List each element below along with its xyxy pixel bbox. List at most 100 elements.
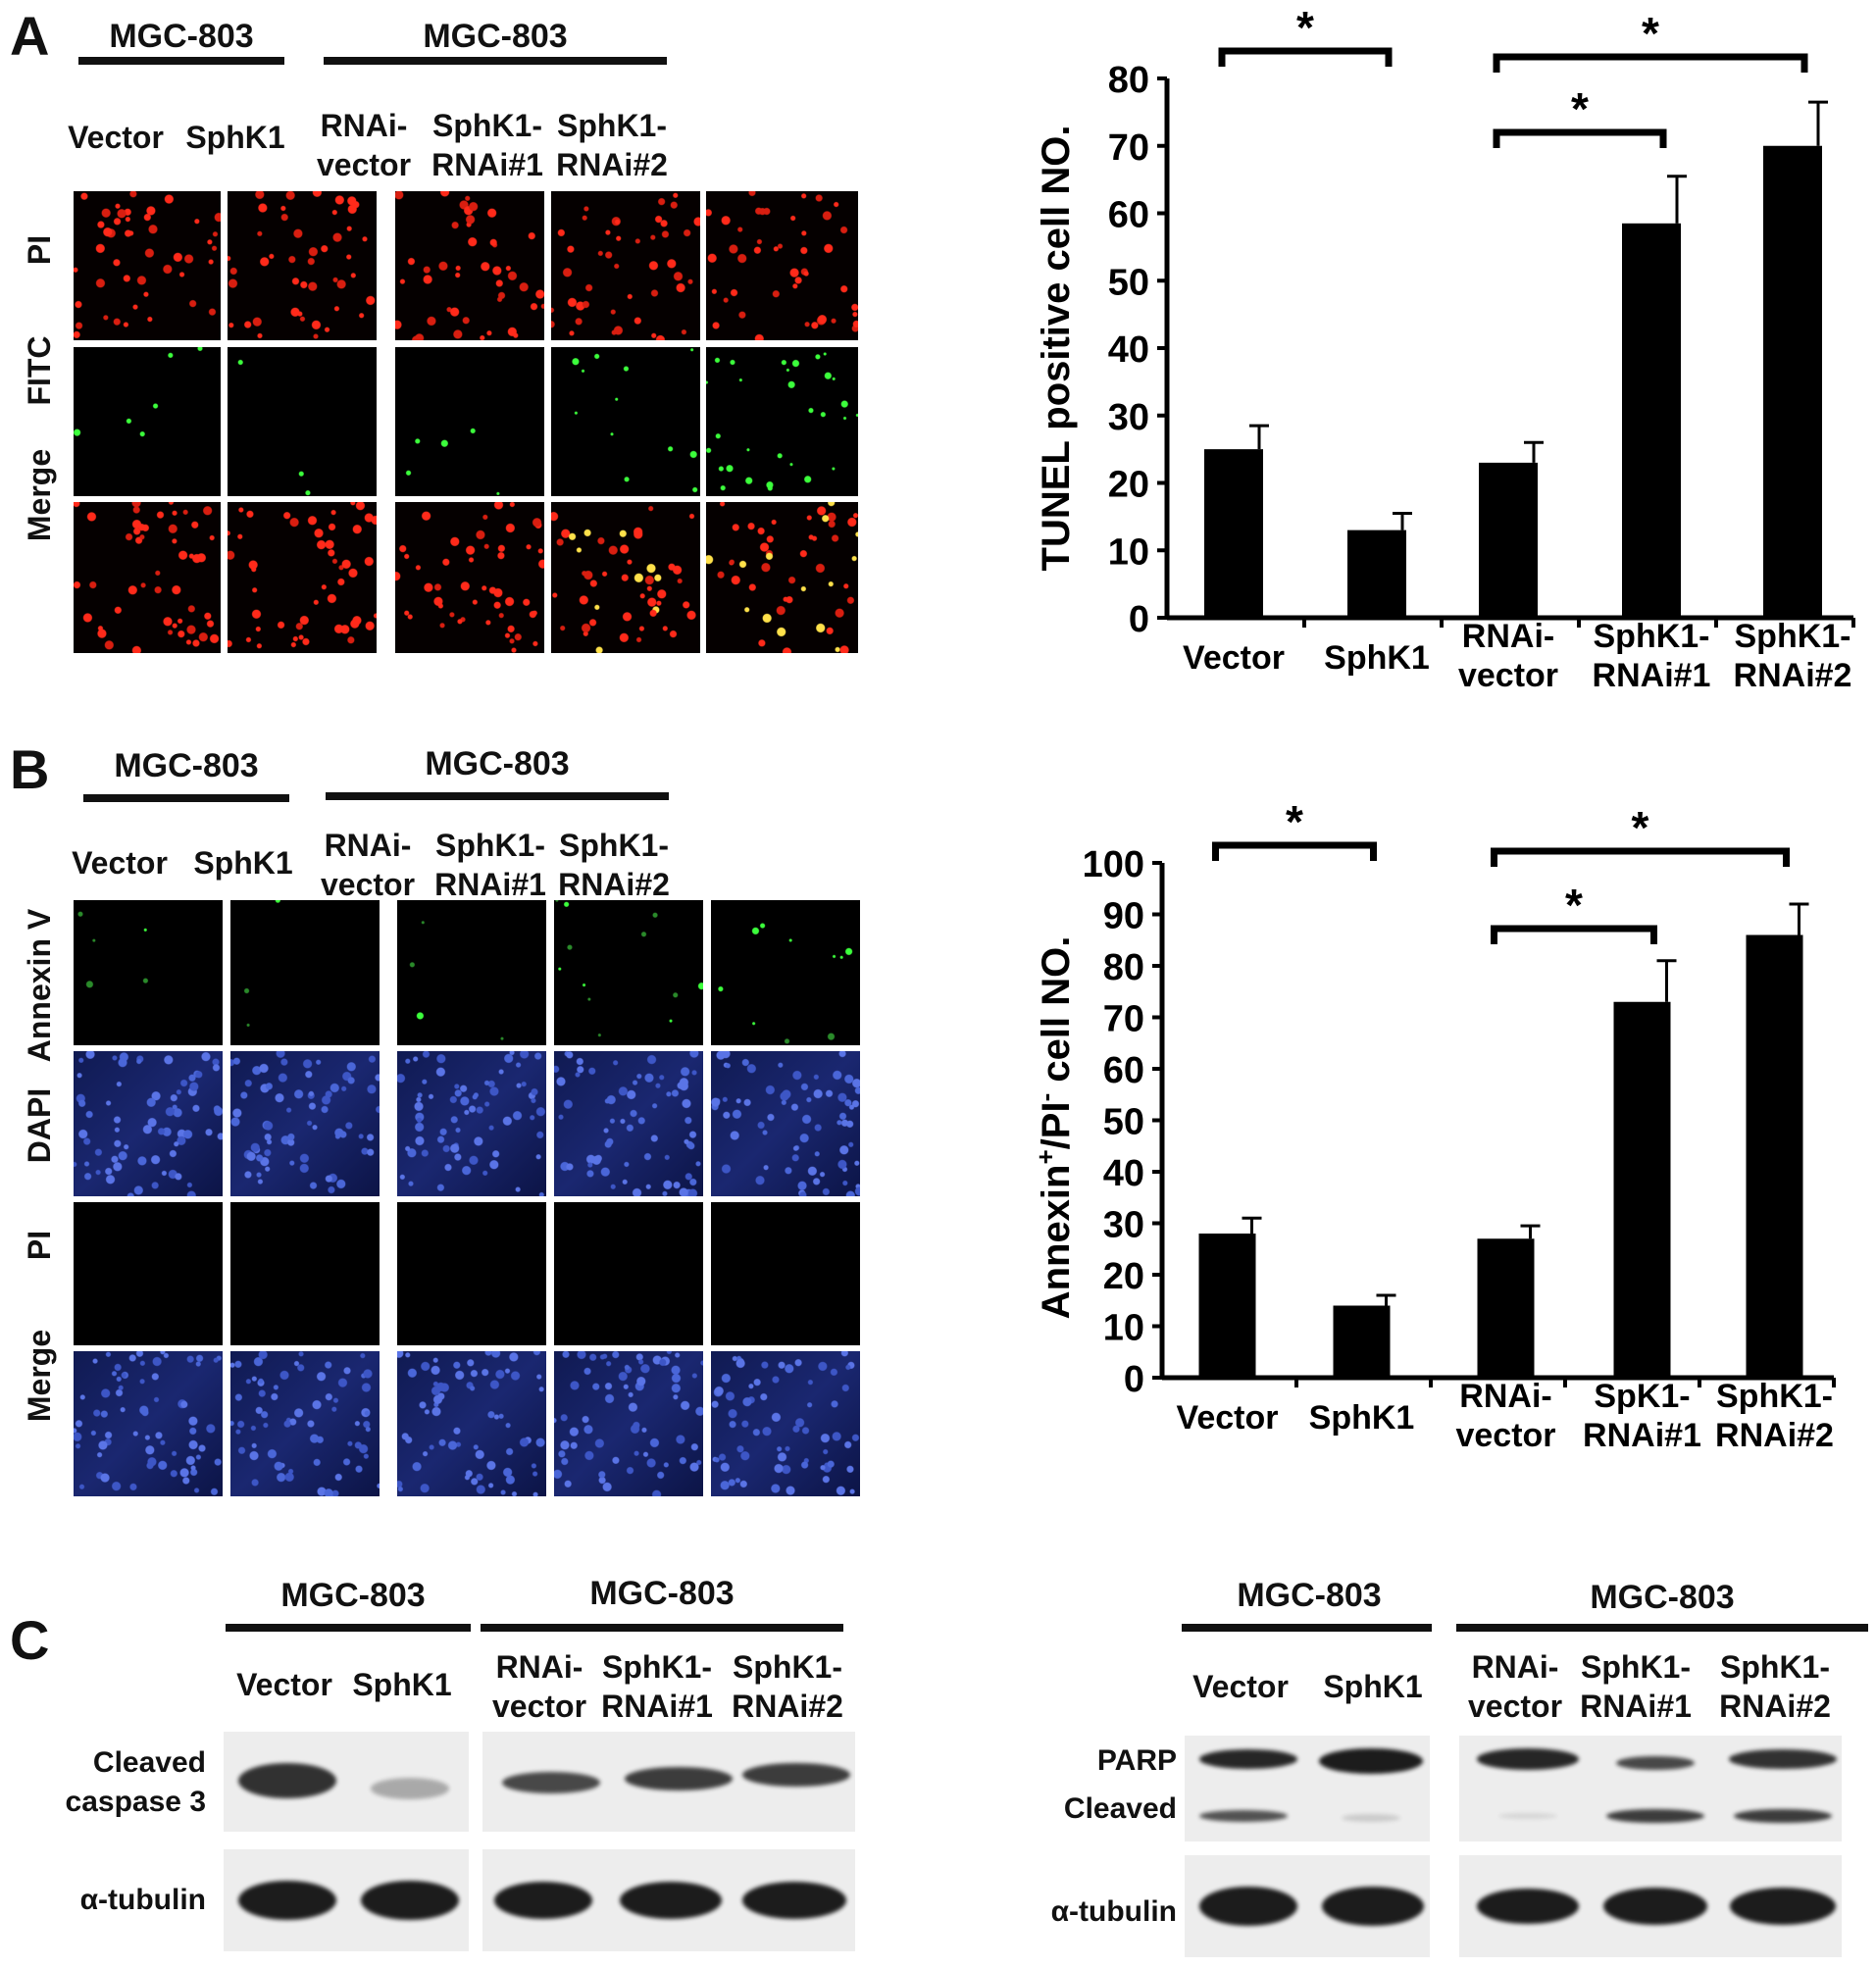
y-tick-label: 50 [1103,1102,1144,1143]
group-rule [1456,1624,1868,1632]
significance-star: * [1571,83,1589,134]
micrograph-tile [706,191,858,340]
blot-band [742,1763,850,1787]
group-rule [326,792,669,800]
bar [1746,934,1803,1378]
column-label: SphK1- RNAi#1 [1580,1649,1692,1724]
micrograph-tile [706,502,858,653]
blot-band [625,1767,733,1790]
significance-bracket [1493,53,1808,73]
bar [1347,530,1406,618]
column-label: SphK1- RNAi#1 [601,1649,713,1724]
micrograph-tile [551,502,700,653]
micrograph-tile [711,1051,860,1196]
micrograph-tile [228,191,377,340]
micrograph-tile [74,502,221,653]
row-label: PI [22,234,57,266]
panel-b-letter: B [10,738,50,800]
x-tick-label: SphK1- [1716,1378,1833,1415]
column-label: SphK1- RNAi#1 [431,108,543,182]
y-tick-label: 70 [1103,999,1144,1040]
micrograph-tile [74,1351,223,1496]
group-header: MGC-803 [280,1577,426,1614]
column-label: Vector [72,845,168,881]
x-tick-label: Vector [1177,1399,1279,1437]
significance-star: * [1565,880,1583,931]
y-axis-label: Annexin+/PI- cell NO. [1031,936,1078,1320]
micrograph-tile [228,347,377,496]
column-label: RNAi- vector [316,108,412,182]
micrograph-tile [395,191,544,340]
y-tick-label: 50 [1108,262,1149,303]
blot-band [361,1881,459,1920]
panel-a-letter: A [10,5,50,67]
blot-band [1603,1888,1707,1925]
significance-star: * [1286,796,1303,847]
group-header: MGC-803 [1237,1577,1382,1614]
y-tick-label: 20 [1108,465,1149,506]
blot-band [1342,1814,1400,1822]
y-tick-label: 70 [1108,127,1149,169]
blot-band [1199,1749,1297,1769]
significance-bracket [1218,47,1393,67]
group-rule [324,57,667,65]
micrograph-tile [551,191,700,340]
significance-star: * [1642,8,1659,59]
y-tick-label: 80 [1108,60,1149,101]
blot-row-label: PARP [1096,1744,1177,1777]
micrograph-tile [397,1202,546,1345]
column-label: SphK1- RNAi#2 [558,828,670,902]
y-axis-label: TUNEL positive cell NO. [1035,126,1078,572]
x-tick-label: RNAi#2 [1715,1417,1834,1454]
blot-band [742,1882,846,1919]
x-tick-label: RNAi- [1462,618,1554,655]
bar [1333,1305,1391,1378]
y-tick-label: 90 [1103,896,1144,937]
group-rule [1182,1624,1432,1632]
micrograph-tile [397,1351,546,1496]
blot-band [502,1772,600,1793]
micrograph-tile [74,1051,223,1196]
blot-band [1477,1748,1579,1770]
blot-row-label: α-tubulin [79,1884,206,1916]
y-tick-label: 40 [1103,1153,1144,1194]
blot-band [238,1763,336,1798]
micrograph-tile [395,347,544,496]
group-rule [83,794,289,802]
micrograph-tile [551,347,700,496]
y-tick-label: 80 [1103,947,1144,988]
blot-band [1498,1813,1557,1819]
bar [1204,449,1263,618]
micrograph-tile [230,900,380,1045]
micrograph-tile [554,1351,703,1496]
micrograph-tile [554,900,703,1045]
blot-membrane [1185,1855,1430,1957]
micrograph-tile [397,1051,546,1196]
blot-band [1734,1809,1832,1823]
x-tick-label: vector [1458,657,1558,694]
blot-membrane [1185,1736,1430,1841]
bar [1479,462,1538,618]
y-tick-label: 30 [1103,1205,1144,1246]
significance-bracket [1493,128,1667,148]
chart-a: 0 10 20 30 40 50 60 70 80 Vector SphK1 RNAi-vector S… [1035,2,1855,694]
micrograph-tile [230,1202,380,1345]
row-label: Annexin V [22,908,57,1063]
bar [1613,1001,1671,1378]
x-tick-label: SphK1 [1324,639,1430,677]
micrograph-tile [706,347,858,496]
significance-bracket [1491,847,1790,867]
row-label: DAPI [22,1087,57,1164]
group-header: MGC-803 [425,745,570,782]
y-tick-label: 20 [1103,1256,1144,1297]
column-label: Vector [236,1667,332,1702]
micrograph-tile [397,900,546,1045]
group-rule [226,1624,471,1632]
group-header: MGC-803 [109,18,254,55]
micrograph-tile [554,1051,703,1196]
y-tick-label: 100 [1083,844,1144,885]
column-label: SphK1 [185,120,285,155]
blot-row-label: Cleaved caspase 3 [65,1746,206,1818]
blot-band [620,1882,722,1919]
significance-star: * [1632,802,1649,853]
